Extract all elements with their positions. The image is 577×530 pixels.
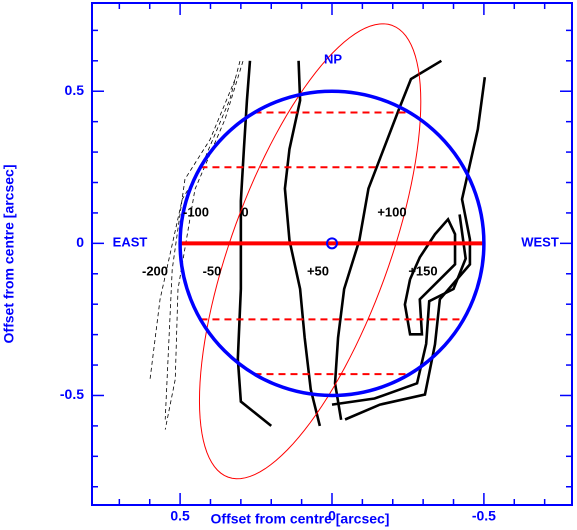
- annotation: -200: [142, 263, 168, 278]
- x-tick-label: -0.5: [472, 508, 496, 524]
- annotation: NP: [324, 51, 342, 66]
- x-axis-label: Offset from centre [arcsec]: [211, 511, 390, 527]
- annotation: +50: [307, 263, 329, 278]
- annotation: WEST: [521, 234, 559, 249]
- contour-line: [164, 60, 244, 430]
- y-axis-label: Offset from centre [arcsec]: [1, 165, 17, 344]
- annotation: 0: [241, 204, 248, 219]
- x-tick-label: 0: [328, 508, 336, 524]
- annotation: -100: [183, 204, 209, 219]
- y-tick-label: 0: [76, 234, 84, 250]
- disk-circle: [178, 89, 486, 398]
- plot-frame: [91, 2, 573, 506]
- contour-line: [283, 60, 322, 427]
- contour-line: [333, 59, 443, 421]
- y-tick-label: 0.5: [65, 82, 85, 98]
- ellipse: [198, 23, 422, 480]
- centre-marker: [326, 237, 338, 250]
- contour-line: [149, 61, 241, 380]
- x-tick-label: 0.5: [170, 508, 190, 524]
- annotation: -50: [203, 263, 222, 278]
- contour-line: [331, 214, 468, 406]
- y-tick-label: -0.5: [60, 386, 84, 402]
- annotation: +150: [408, 263, 437, 278]
- contour-line: [164, 79, 236, 420]
- annotation: +100: [377, 204, 406, 219]
- contour-line: [344, 77, 487, 421]
- annotation: EAST: [113, 234, 148, 249]
